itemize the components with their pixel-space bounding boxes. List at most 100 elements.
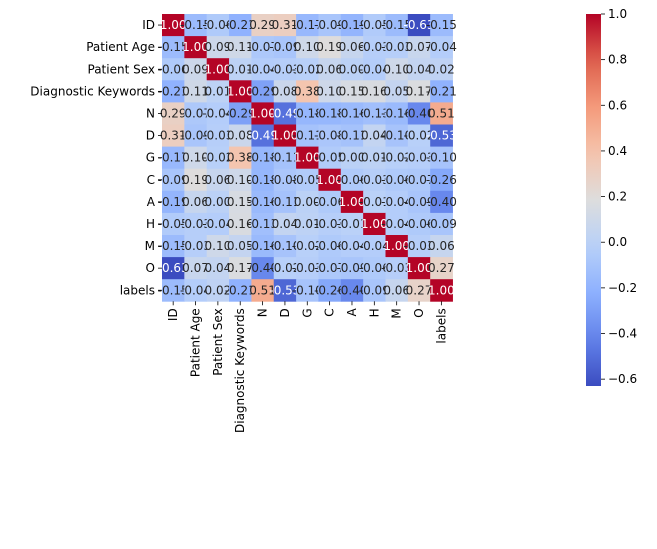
heatmap-cell bbox=[229, 124, 252, 147]
cell-value-label: -0.07 bbox=[247, 40, 278, 54]
cell-value-label: -0.11 bbox=[292, 129, 323, 143]
column-label: Patient Age bbox=[189, 308, 203, 377]
heatmap-cell bbox=[407, 235, 431, 258]
heatmap-cell bbox=[363, 168, 386, 192]
heatmap-cell bbox=[251, 235, 275, 258]
heatmap-cell bbox=[430, 80, 453, 103]
cell-value-label: -0.09 bbox=[269, 40, 300, 54]
heatmap-cell bbox=[251, 124, 275, 147]
heatmap-cell bbox=[273, 58, 297, 81]
colorbar: −0.6 −0.4 −0.2 0.0 0.2 0.4 0.6 0.8 1.0 bbox=[586, 7, 637, 386]
heatmap-cell bbox=[407, 124, 431, 147]
cell-value-label: -0.02 bbox=[202, 151, 233, 165]
heatmap-cell bbox=[251, 146, 275, 170]
heatmap-cell bbox=[318, 146, 342, 170]
column-label: ID bbox=[166, 308, 180, 321]
heatmap-cell bbox=[430, 257, 453, 280]
cell-value-label: -0.21 bbox=[426, 84, 457, 98]
cell-value-label: 0.10 bbox=[383, 62, 410, 76]
cell-value-label: 0.06 bbox=[383, 283, 410, 297]
cell-value-label: -0.63 bbox=[158, 261, 189, 275]
heatmap-cell bbox=[206, 80, 230, 103]
cell-value-label: 1.00 bbox=[316, 173, 343, 187]
cell-value-label: 0.10 bbox=[227, 173, 254, 187]
cell-value-label: 0.07 bbox=[182, 261, 209, 275]
heatmap-cell bbox=[162, 146, 185, 170]
cell-value-label: -0.15 bbox=[381, 18, 412, 32]
cell-value-label: 1.00 bbox=[160, 18, 187, 32]
heatmap-cell bbox=[407, 80, 431, 103]
column-label: labels bbox=[434, 308, 448, 343]
colorbar-tick-label: 0.2 bbox=[608, 190, 627, 204]
cell-value-label: -0.05 bbox=[292, 173, 323, 187]
heatmap-cell bbox=[385, 212, 409, 236]
cell-value-label: 0.06 bbox=[316, 62, 343, 76]
column-label: M bbox=[390, 308, 404, 318]
heatmap-cell bbox=[340, 235, 364, 258]
row-label: M bbox=[145, 239, 155, 253]
heatmap-cell bbox=[296, 168, 319, 192]
cell-value-label: -0.18 bbox=[292, 106, 323, 120]
cell-value-label: -0.04 bbox=[247, 62, 278, 76]
heatmap-cell bbox=[296, 146, 319, 170]
heatmap-cell bbox=[273, 212, 297, 236]
heatmap-cell bbox=[318, 235, 342, 258]
cell-value-label: 0.09 bbox=[205, 40, 232, 54]
heatmap-cell bbox=[229, 168, 252, 192]
heatmap-cell bbox=[340, 146, 364, 170]
cell-value-label: 0.06 bbox=[182, 195, 209, 209]
cell-value-label: 0.01 bbox=[294, 217, 321, 231]
heatmap-cell bbox=[363, 80, 386, 103]
cell-value-label: 0.00 bbox=[205, 195, 232, 209]
heatmap-cell bbox=[251, 80, 275, 103]
heatmap-cell bbox=[407, 14, 431, 37]
cell-value-label: -0.13 bbox=[359, 106, 390, 120]
heatmap-cell bbox=[407, 36, 431, 59]
heatmap-cell bbox=[296, 190, 319, 214]
heatmap-cell bbox=[363, 235, 386, 258]
column-label: Patient Sex bbox=[211, 308, 225, 376]
cell-value-label: 0.16 bbox=[227, 217, 254, 231]
heatmap-cell bbox=[407, 168, 431, 192]
cell-value-label: -0.04 bbox=[202, 217, 233, 231]
cell-value-label: 0.00 bbox=[339, 151, 366, 165]
heatmap-cell bbox=[273, 235, 297, 258]
heatmap-cell bbox=[184, 257, 208, 280]
heatmap-cell bbox=[385, 257, 409, 280]
heatmap-cell bbox=[430, 279, 453, 302]
cell-value-label: -0.09 bbox=[180, 129, 211, 143]
heatmap-cell bbox=[318, 190, 342, 214]
heatmap-cell bbox=[251, 14, 275, 37]
cell-value-label: -0.03 bbox=[314, 217, 345, 231]
cell-value-label: -0.40 bbox=[426, 195, 457, 209]
cell-value-label: 1.00 bbox=[205, 62, 232, 76]
cell-value-label: -0.06 bbox=[314, 239, 345, 253]
cell-value-label: -0.03 bbox=[180, 217, 211, 231]
cell-value-label: 0.17 bbox=[406, 84, 433, 98]
cell-value-label: 0.06 bbox=[339, 40, 366, 54]
cell-value-label: -0.07 bbox=[314, 261, 345, 275]
cell-value-label: -0.04 bbox=[381, 195, 412, 209]
cell-value-label: -0.15 bbox=[426, 18, 457, 32]
heatmap-cell bbox=[385, 36, 409, 59]
cell-value-label: 0.04 bbox=[205, 261, 232, 275]
column-label: A bbox=[345, 308, 359, 317]
heatmap-cell bbox=[184, 279, 208, 302]
heatmap-cell bbox=[407, 58, 431, 81]
heatmap-cell bbox=[430, 124, 453, 147]
heatmap-cell bbox=[385, 14, 409, 37]
heatmap-cell bbox=[184, 36, 208, 59]
cell-value-label: 1.00 bbox=[182, 40, 209, 54]
cell-value-label: -0.17 bbox=[292, 18, 323, 32]
cell-value-label: -0.08 bbox=[269, 173, 300, 187]
row-label: A bbox=[147, 195, 156, 209]
cell-value-label: -0.04 bbox=[202, 106, 233, 120]
cell-value-label: 0.04 bbox=[361, 129, 388, 143]
heatmap-cell bbox=[430, 146, 453, 170]
cell-value-label: 1.00 bbox=[249, 106, 276, 120]
heatmap-cells: 1.00-0.15-0.06-0.210.290.31-0.17-0.09-0.… bbox=[158, 14, 457, 302]
heatmap-cell bbox=[430, 102, 453, 125]
heatmap-cell bbox=[184, 146, 208, 170]
cell-value-label: 0.29 bbox=[249, 18, 276, 32]
